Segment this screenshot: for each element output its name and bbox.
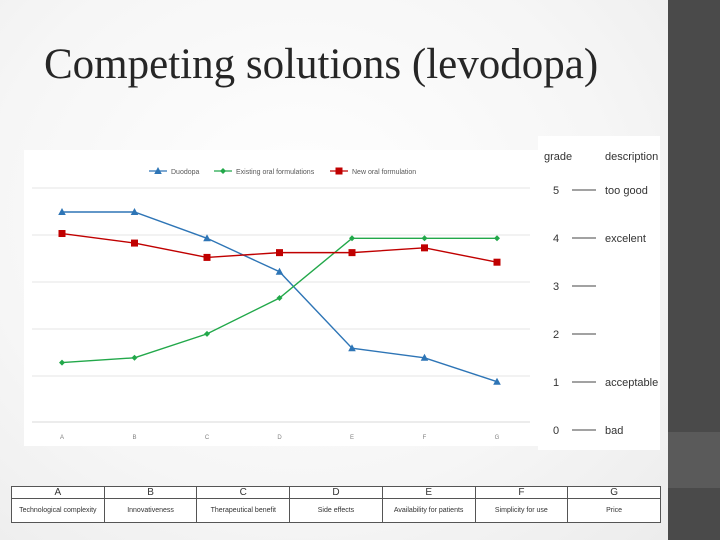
legend-item: New oral formulation xyxy=(330,167,416,176)
data-point xyxy=(421,235,428,242)
grade-value: 1 xyxy=(553,377,559,389)
criteria-name-row: Technological complexity Innovativeness Th… xyxy=(11,498,661,523)
legend-label: New oral formulation xyxy=(352,169,416,176)
grade-row: 1 acceptable xyxy=(553,377,658,389)
data-point xyxy=(421,244,428,252)
slide-title: Competing solutions (levodopa) xyxy=(44,41,599,88)
side-bar-notch xyxy=(668,432,720,488)
criteria-name: Therapeutical benefit xyxy=(196,498,291,523)
criteria-letter: B xyxy=(103,486,198,499)
grade-row: 5 too good xyxy=(553,185,648,197)
criteria-name: Price xyxy=(567,498,661,523)
chart-legend: Duodopa Existing oral formulations New ora… xyxy=(149,167,416,176)
data-point xyxy=(348,249,356,257)
series-triangle xyxy=(58,208,501,385)
data-point xyxy=(131,239,138,247)
data-point xyxy=(275,267,284,275)
data-point xyxy=(276,249,283,257)
data-point xyxy=(348,344,356,352)
x-axis-ticks: A B C D E F G xyxy=(60,435,500,441)
x-tick-label: A xyxy=(60,435,64,441)
grade-scale: grade description 5 too good 4 excelent 3 2 1 acc… xyxy=(544,151,658,437)
data-point xyxy=(220,168,226,174)
line-chart: Duodopa Existing oral formulations New ora… xyxy=(32,167,530,441)
data-point xyxy=(59,359,65,366)
slide-side-bar xyxy=(668,0,720,540)
criteria-letter: F xyxy=(474,486,569,499)
x-tick-label: B xyxy=(132,435,136,441)
data-point xyxy=(493,258,501,266)
series-square xyxy=(58,230,501,266)
grade-description: too good xyxy=(605,185,648,197)
grade-value: 4 xyxy=(553,233,559,245)
chart-gridlines xyxy=(32,187,530,423)
description-header: description xyxy=(605,151,658,163)
grade-header: grade xyxy=(544,151,572,163)
data-point xyxy=(203,234,211,242)
x-tick-label: G xyxy=(495,435,500,441)
criteria-letter: E xyxy=(381,486,476,499)
series-diamond xyxy=(59,235,500,366)
criteria-letter: C xyxy=(196,486,291,499)
criteria-name: Simplicity for use xyxy=(474,498,569,523)
legend-label: Duodopa xyxy=(171,169,200,176)
grade-description: acceptable xyxy=(605,377,658,389)
grade-row: 4 excelent xyxy=(553,233,646,245)
grade-description: excelent xyxy=(605,233,646,245)
criteria-letter: G xyxy=(567,486,661,499)
criteria-name: Innovativeness xyxy=(103,498,198,523)
criteria-letter: D xyxy=(289,486,383,499)
data-point xyxy=(276,295,283,302)
data-point xyxy=(493,377,501,385)
data-point xyxy=(494,235,500,242)
grade-value: 2 xyxy=(553,329,559,341)
legend-label: Existing oral formulations xyxy=(236,169,315,176)
criteria-name: Side effects xyxy=(289,498,383,523)
data-point xyxy=(203,253,211,261)
data-point xyxy=(131,354,138,361)
criteria-name: Technological complexity xyxy=(11,498,105,523)
grade-row: 3 xyxy=(553,281,596,293)
data-point xyxy=(335,167,343,175)
x-tick-label: F xyxy=(423,435,427,441)
grade-row: 2 xyxy=(553,329,596,341)
data-point xyxy=(154,167,162,174)
data-point xyxy=(349,235,355,242)
x-tick-label: C xyxy=(205,435,210,441)
grade-row: 0 bad xyxy=(553,425,623,437)
grade-value: 3 xyxy=(553,281,559,293)
data-point xyxy=(58,230,66,238)
data-point xyxy=(204,330,210,337)
grade-value: 5 xyxy=(553,185,559,197)
data-point xyxy=(130,208,139,215)
grade-scale-panel: grade description 5 too good 4 excelent 3 2 1 acc… xyxy=(538,136,660,450)
grade-value: 0 xyxy=(553,425,559,437)
x-tick-label: D xyxy=(277,435,282,441)
chart-panel: Duodopa Existing oral formulations New ora… xyxy=(24,150,538,446)
grade-description: bad xyxy=(605,425,623,437)
criteria-name: Availability for patients xyxy=(381,498,476,523)
criteria-letter: A xyxy=(11,486,105,499)
data-point xyxy=(58,208,66,215)
data-point xyxy=(420,353,429,361)
x-tick-label: E xyxy=(350,435,354,441)
legend-item: Existing oral formulations xyxy=(214,168,315,176)
legend-item: Duodopa xyxy=(149,167,200,176)
chart-series xyxy=(58,208,501,385)
